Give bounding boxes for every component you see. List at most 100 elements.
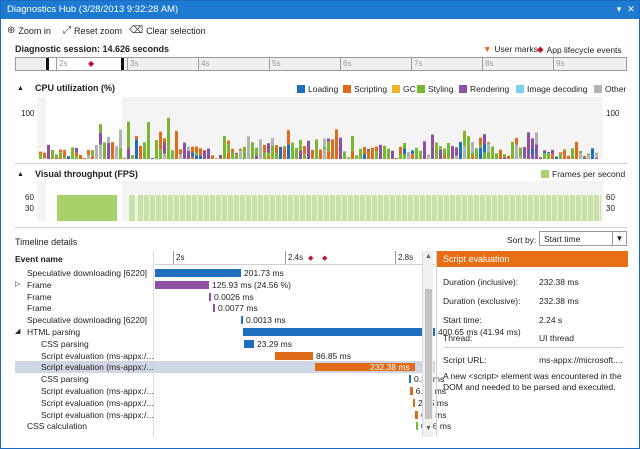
event-name: Script evaluation (ms-appx:/...	[41, 397, 154, 408]
clear-selection-button[interactable]: ⌫ Clear selection	[129, 25, 206, 36]
scroll-down-icon[interactable]: ▼	[425, 425, 432, 432]
cpu-bar-segment	[519, 156, 522, 159]
fps-frame-gap	[461, 195, 462, 221]
cpu-bar-segment	[227, 152, 230, 159]
fps-block	[129, 195, 135, 221]
collapse-icon[interactable]: ◢	[15, 328, 21, 335]
ruler-tick-label: 9s	[556, 59, 565, 68]
event-duration-bar[interactable]	[155, 280, 209, 289]
fps-frame-gap	[581, 195, 582, 221]
cpu-bar-segment	[331, 139, 334, 159]
timeline-row[interactable]: Script evaluation (ms-appx:/... 86.85 ms	[15, 350, 435, 362]
close-icon[interactable]: ✕	[627, 4, 635, 14]
timeline-row[interactable]: Frame 0.0077 ms	[15, 302, 435, 314]
cpu-bar-segment	[591, 148, 594, 156]
timeline-row[interactable]: CSS calculation 0.46 ms	[15, 420, 451, 432]
cpu-bar-segment	[495, 153, 498, 159]
event-duration-bar[interactable]	[243, 328, 435, 336]
fps-frame-gap	[479, 195, 480, 221]
cpu-bar-segment	[43, 158, 46, 159]
cpu-bar-segment	[591, 155, 594, 159]
event-duration-bar[interactable]	[415, 410, 418, 419]
cpu-bar-segment	[571, 148, 574, 159]
collapse-cpu-icon[interactable]: ▲	[17, 85, 24, 92]
cpu-bar-segment	[459, 141, 462, 159]
cpu-bar-segment	[411, 150, 414, 152]
legend-label: Loading	[308, 84, 339, 94]
fps-chart[interactable]	[37, 181, 603, 221]
cpu-bar-segment	[515, 137, 518, 145]
cpu-bar-segment	[255, 147, 258, 156]
timeline-row[interactable]: Speculative downloading [6220] 201.73 ms	[15, 267, 435, 279]
fps-frame-gap	[161, 195, 162, 221]
cpu-bar-segment	[275, 145, 278, 154]
clear-selection-icon: ⌫	[129, 25, 144, 36]
event-duration-bar[interactable]	[275, 351, 313, 360]
event-name: CSS calculation	[27, 421, 88, 432]
cpu-bar-segment	[475, 148, 478, 159]
reset-zoom-button[interactable]: ⤢ Reset zoom	[63, 25, 122, 36]
selection-handle-left[interactable]	[46, 58, 49, 70]
timeline-row[interactable]: Script evaluation (ms-appx:/... 2.65 ms	[15, 397, 448, 409]
selection-handle-right[interactable]	[121, 58, 124, 70]
fps-frame-gap	[527, 195, 528, 221]
fps-frame-gap	[557, 195, 558, 221]
cpu-bar-segment	[427, 154, 430, 159]
scroll-up-icon[interactable]: ▲	[425, 253, 432, 260]
app-lifecycle-legend: ◆ App lifecycle events	[537, 44, 622, 55]
event-duration-bar[interactable]	[315, 363, 415, 372]
timeline-row[interactable]: Frame 0.0026 ms	[15, 291, 435, 303]
chevron-down-icon[interactable]: ▼	[612, 232, 626, 245]
event-duration-bar[interactable]	[409, 375, 411, 384]
scrollbar-thumb[interactable]	[425, 289, 432, 419]
timeline-row[interactable]: CSS parsing0.36 ms	[15, 373, 444, 385]
event-duration-bar[interactable]	[410, 387, 413, 395]
fps-frame-gap	[401, 195, 402, 221]
timeline-row[interactable]: Script evaluation (ms-appx:/... 232.38 ms	[15, 361, 435, 373]
cpu-bar-segment	[311, 149, 314, 158]
timeline-scrollbar[interactable]: ▲ ▼	[422, 251, 433, 437]
event-duration-bar[interactable]	[241, 316, 243, 325]
cpu-bar-segment	[99, 132, 102, 145]
event-duration-bar[interactable]	[213, 304, 215, 313]
session-ruler[interactable]: ◆ 2s 3s 4s 5s 6s 7s 8s 9s	[15, 57, 627, 71]
cpu-selection-region	[46, 97, 122, 159]
dropdown-icon[interactable]: ▾	[616, 4, 622, 14]
cpu-bar-segment	[191, 156, 194, 159]
cpu-bar-segment	[59, 152, 62, 158]
thread-value: UI thread	[539, 333, 574, 343]
cpu-bar-segment	[415, 147, 418, 154]
collapse-fps-icon[interactable]: ▲	[17, 171, 24, 178]
script-url-value[interactable]: ms-appx://microsoft....	[539, 355, 623, 365]
cpu-bar-segment	[279, 146, 282, 159]
fps-frame-gap	[341, 195, 342, 221]
timeline-row[interactable]: CSS parsing 23.29 ms	[15, 338, 435, 350]
cpu-bar-segment	[195, 155, 198, 159]
event-duration-bar[interactable]	[209, 292, 211, 301]
cpu-bar-segment	[207, 149, 210, 159]
fps-frame-gap	[227, 195, 228, 221]
cpu-bar-segment	[587, 153, 590, 156]
timeline-row[interactable]: ◢ HTML parsing 400.65 ms (41.94 ms)	[15, 326, 521, 338]
cpu-bar-segment	[163, 153, 166, 159]
expand-icon[interactable]: ▷	[15, 280, 21, 288]
cpu-bar-segment	[435, 144, 438, 159]
event-duration-bar[interactable]	[413, 398, 415, 407]
fps-frame-gap	[497, 195, 498, 221]
timeline-row[interactable]: Script evaluation (ms-appx:/... 6.9 ms	[15, 409, 447, 421]
sort-by-select[interactable]: Start time ▼	[539, 231, 627, 246]
fps-frame-gap	[413, 195, 414, 221]
cpu-chart[interactable]	[37, 97, 603, 159]
zoom-in-button[interactable]: ⊕ Zoom in	[7, 25, 51, 36]
cpu-bar-segment	[59, 158, 62, 159]
toolbar: ⊕ Zoom in ⤢ Reset zoom ⌫ Clear selection	[1, 21, 639, 39]
timeline-row[interactable]: ▷ Frame 125.93 ms (24.56 %)	[15, 279, 435, 291]
timeline-row[interactable]: Script evaluation (ms-appx:/...6.24 ms	[15, 385, 446, 397]
timeline-row[interactable]: Speculative downloading [6220] 0.0013 ms	[15, 314, 435, 326]
cpu-bar-segment	[595, 156, 598, 158]
event-duration-bar[interactable]	[244, 339, 254, 348]
ruler-selection[interactable]	[46, 58, 122, 70]
event-duration-bar[interactable]	[416, 422, 418, 431]
legend-item-gc: GC	[392, 84, 416, 94]
event-duration-bar[interactable]	[155, 269, 241, 277]
